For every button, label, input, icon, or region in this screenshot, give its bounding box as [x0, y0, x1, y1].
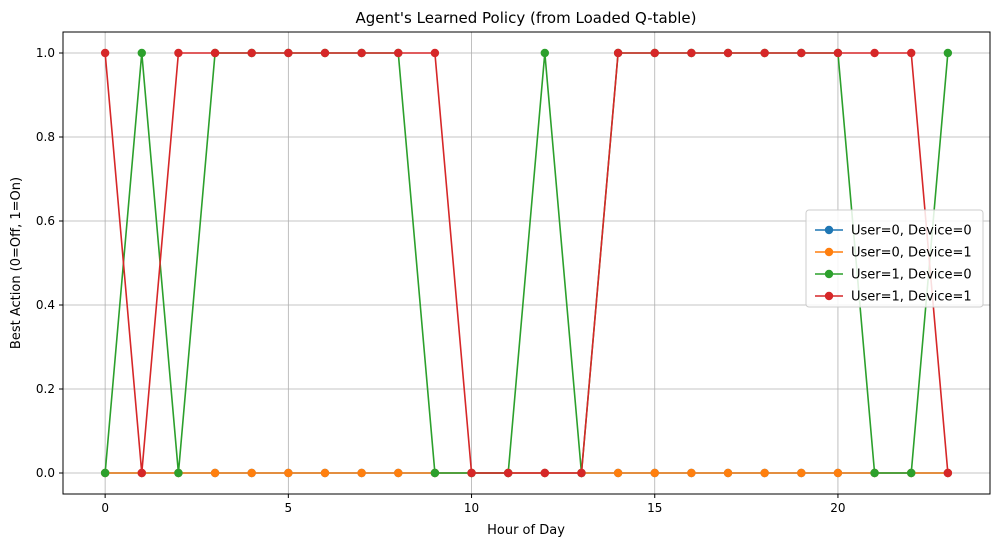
data-point	[613, 468, 623, 478]
data-point	[687, 48, 696, 58]
data-point	[284, 48, 293, 58]
legend-marker-swatch	[824, 291, 834, 301]
legend-items: User=0, Device=0 User=0, Device=1 User=1, …	[815, 224, 972, 305]
data-point	[687, 468, 696, 478]
data-point	[797, 468, 806, 478]
data-point	[394, 468, 403, 478]
y-axis-label: Best Action (0=Off, 1=On)	[9, 177, 24, 349]
data-point	[907, 48, 916, 58]
data-point	[430, 48, 440, 58]
data-point	[137, 468, 146, 478]
data-point	[943, 48, 953, 58]
data-point	[723, 468, 733, 478]
legend-item: User=0, Device=1	[815, 246, 972, 261]
data-point	[100, 468, 110, 478]
data-point	[650, 468, 659, 478]
data-point	[577, 468, 586, 478]
x-axis-label: Hour of Day	[487, 523, 565, 538]
data-point	[833, 468, 843, 478]
data-point	[907, 468, 916, 478]
data-point	[210, 468, 220, 478]
data-point	[137, 48, 146, 58]
y-tick-label: 0.8	[36, 130, 55, 144]
data-point	[320, 468, 330, 478]
data-point	[247, 468, 256, 478]
legend-label: User=1, Device=1	[851, 290, 972, 305]
legend: User=0, Device=0 User=0, Device=1 User=1, …	[805, 209, 984, 308]
data-point	[357, 48, 366, 58]
x-tick-label: 5	[285, 501, 293, 515]
data-point	[503, 468, 513, 478]
legend-marker-swatch	[824, 247, 834, 257]
data-point	[613, 48, 623, 58]
data-point	[357, 468, 366, 478]
y-tick-label: 0.6	[36, 214, 55, 228]
data-point	[100, 48, 110, 58]
x-tick-label: 0	[101, 501, 109, 515]
x-tick-label: 15	[647, 501, 662, 515]
data-point	[394, 48, 403, 58]
data-point	[943, 468, 953, 478]
data-point	[430, 468, 440, 478]
data-point	[760, 48, 769, 58]
data-point	[870, 468, 879, 478]
data-point	[540, 468, 550, 478]
y-tick-label: 0.2	[36, 382, 55, 396]
data-point	[284, 468, 293, 478]
legend-box	[805, 209, 984, 308]
data-point	[174, 468, 183, 478]
data-point	[870, 48, 879, 58]
y-tick-label: 0.4	[36, 298, 55, 312]
legend-label: User=0, Device=1	[851, 246, 972, 261]
y-tick-label: 1.0	[36, 46, 55, 60]
data-point	[540, 48, 550, 58]
y-tick-label: 0.0	[36, 466, 55, 480]
series-line	[104, 52, 949, 474]
plot-area-frame	[62, 31, 991, 495]
legend-item: User=1, Device=1	[815, 290, 972, 305]
legend-label: User=1, Device=0	[851, 268, 972, 283]
x-tick-label: 20	[830, 501, 845, 515]
data-point	[174, 48, 183, 58]
series-layer	[100, 48, 953, 478]
series-4	[100, 48, 953, 478]
legend-label: User=0, Device=0	[851, 224, 972, 239]
x-tick-label: 10	[464, 501, 479, 515]
data-point	[247, 48, 256, 58]
data-point	[320, 48, 330, 58]
data-point	[467, 468, 476, 478]
legend-marker-swatch	[824, 225, 834, 235]
legend-item: User=1, Device=0	[815, 268, 972, 283]
chart-title: Agent's Learned Policy (from Loaded Q-ta…	[356, 9, 697, 27]
axis-ticks: 0 5 10 15 20 0.0 0.2 0.4 0.6 0.8 1.0	[36, 46, 846, 515]
legend-item: User=0, Device=0	[815, 224, 972, 239]
data-point	[797, 48, 806, 58]
data-point	[650, 48, 659, 58]
data-point	[760, 468, 769, 478]
data-point	[723, 48, 733, 58]
data-point	[210, 48, 220, 58]
legend-marker-swatch	[824, 269, 834, 279]
data-point	[833, 48, 843, 58]
